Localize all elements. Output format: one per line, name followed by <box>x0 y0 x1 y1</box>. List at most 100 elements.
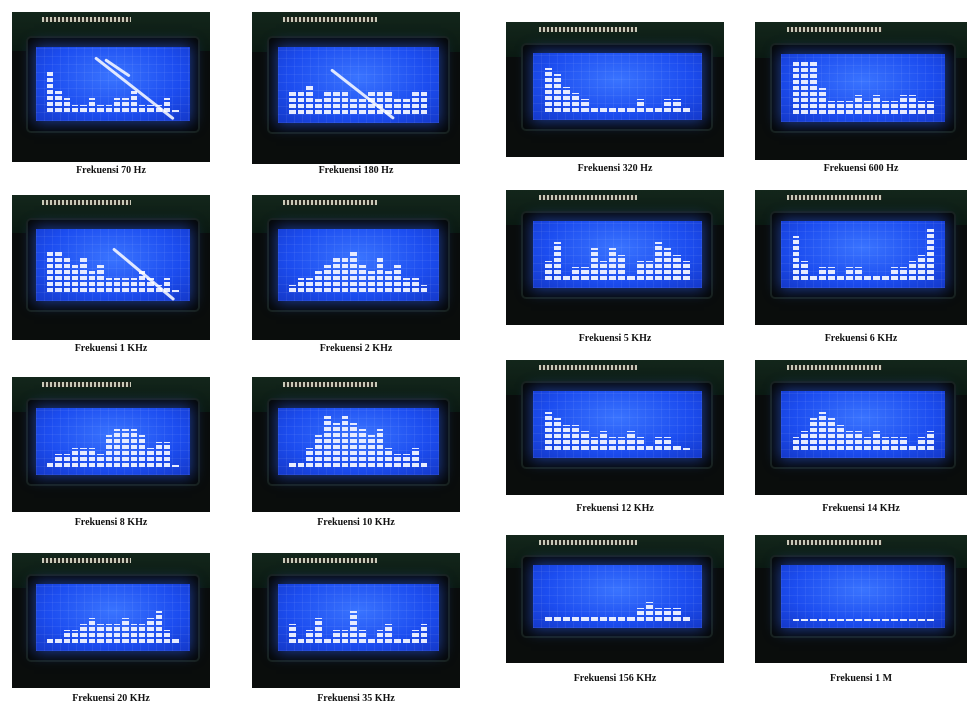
spectrum-bar <box>563 86 571 113</box>
spectrum-bar <box>97 624 104 644</box>
spectrum-bar <box>113 98 121 113</box>
spectrum-bar <box>332 630 340 644</box>
spectrum-bars <box>47 592 179 644</box>
photo-caption: Frekuensi 156 KHz <box>506 673 724 684</box>
spectrum-bar <box>801 62 809 115</box>
spectrum-bar <box>376 429 384 468</box>
spectrum-bar <box>636 437 644 451</box>
spectrum-bar <box>147 278 154 292</box>
spectrum-bar <box>80 448 87 468</box>
spectrum-bar <box>297 278 305 292</box>
spectrum-bar <box>544 67 552 113</box>
caption-text: Frekuensi 156 KHz <box>573 673 657 684</box>
caption-text: Frekuensi 600 Hz <box>823 163 899 174</box>
spectrum-bar <box>367 435 375 468</box>
spectrum-bar <box>917 101 925 115</box>
spectrum-bar <box>367 636 375 644</box>
spectrum-bar <box>122 278 129 292</box>
spectrum-bar <box>385 624 393 644</box>
spectrum-bar <box>420 92 428 114</box>
spectrum-bar <box>402 454 410 468</box>
lcd-photo-12 <box>755 360 967 495</box>
spectrum-bar <box>55 636 62 644</box>
spectrum-bar <box>792 618 800 621</box>
spectrum-bar <box>908 618 916 621</box>
spectrum-bar <box>402 636 410 644</box>
spectrum-bar <box>908 94 916 115</box>
spectrum-bars <box>792 62 934 115</box>
lcd-bezel <box>27 219 199 310</box>
spectrum-bar <box>590 437 598 451</box>
spectrum-bar <box>105 624 112 644</box>
spectrum-bar <box>105 278 112 292</box>
lcd-screen <box>781 564 946 629</box>
lcd-photo-6 <box>252 195 460 340</box>
spectrum-bar <box>88 617 96 644</box>
lcd-screen <box>532 391 702 459</box>
spectrum-bar <box>341 257 349 292</box>
spectrum-bar <box>890 618 898 621</box>
photo-caption: Frekuensi 12 KHz <box>506 503 724 514</box>
spectrum-bar <box>618 437 626 451</box>
photo-caption: Frekuensi 1 M <box>755 673 967 684</box>
lcd-bezel <box>771 212 955 297</box>
caption-text: Frekuensi 320 Hz <box>577 163 653 174</box>
spectrum-bar <box>155 441 163 468</box>
lcd-bezel <box>523 212 711 297</box>
spectrum-bar <box>394 454 401 468</box>
spectrum-bar <box>636 99 644 113</box>
spectrum-bar <box>113 278 121 292</box>
spectrum-bar <box>899 618 907 621</box>
spectrum-bar <box>55 454 62 468</box>
spectrum-bars <box>47 237 179 292</box>
spectrum-bar <box>306 630 314 644</box>
spectrum-bar <box>97 264 104 292</box>
lcd-bezel <box>268 37 448 133</box>
spectrum-bar <box>563 424 571 451</box>
caption-text: Frekuensi 12 KHz <box>576 503 654 514</box>
spectrum-bar <box>828 618 836 621</box>
lcd-screen <box>781 54 946 123</box>
spectrum-bar <box>627 273 635 281</box>
header-pins <box>786 540 883 545</box>
photo-caption: Frekuensi 1 KHz <box>12 343 210 354</box>
spectrum-bar <box>682 614 690 621</box>
spectrum-bar <box>72 448 79 468</box>
spectrum-bar <box>899 437 907 451</box>
spectrum-bar <box>881 437 889 451</box>
spectrum-bar <box>323 264 331 292</box>
photo-caption: Frekuensi 2 KHz <box>252 343 460 354</box>
spectrum-bar <box>139 624 146 644</box>
spectrum-bar <box>544 614 552 621</box>
caption-text: Frekuensi 2 KHz <box>319 343 393 354</box>
spectrum-bar <box>917 618 925 621</box>
header-pins <box>41 200 131 205</box>
spectrum-bar <box>590 614 598 621</box>
spectrum-bar <box>581 99 589 113</box>
spectrum-bar <box>80 624 87 644</box>
spectrum-bar <box>139 105 146 113</box>
spectrum-bar <box>792 235 800 281</box>
spectrum-bar <box>609 437 617 451</box>
spectrum-bar <box>147 105 154 113</box>
spectrum-bar <box>411 278 419 292</box>
header-pins <box>41 558 131 563</box>
lcd-photo-13 <box>12 553 210 688</box>
spectrum-bar <box>627 614 635 621</box>
lcd-bezel <box>771 382 955 467</box>
spectrum-bar <box>88 271 96 292</box>
caption-text: Frekuensi 20 KHz <box>72 693 150 704</box>
spectrum-bar <box>926 229 934 281</box>
spectrum-bar <box>332 422 340 468</box>
spectrum-bar <box>864 273 871 281</box>
spectrum-bar <box>172 465 179 468</box>
spectrum-bar <box>636 261 644 281</box>
spectrum-bar <box>297 636 305 644</box>
spectrum-bar <box>645 602 654 621</box>
lcd-bezel <box>27 399 199 484</box>
spectrum-bar <box>306 278 314 292</box>
lcd-screen <box>277 584 439 652</box>
spectrum-bar <box>376 257 384 292</box>
spectrum-bar <box>122 429 129 468</box>
photo-caption: Frekuensi 5 KHz <box>506 333 724 344</box>
